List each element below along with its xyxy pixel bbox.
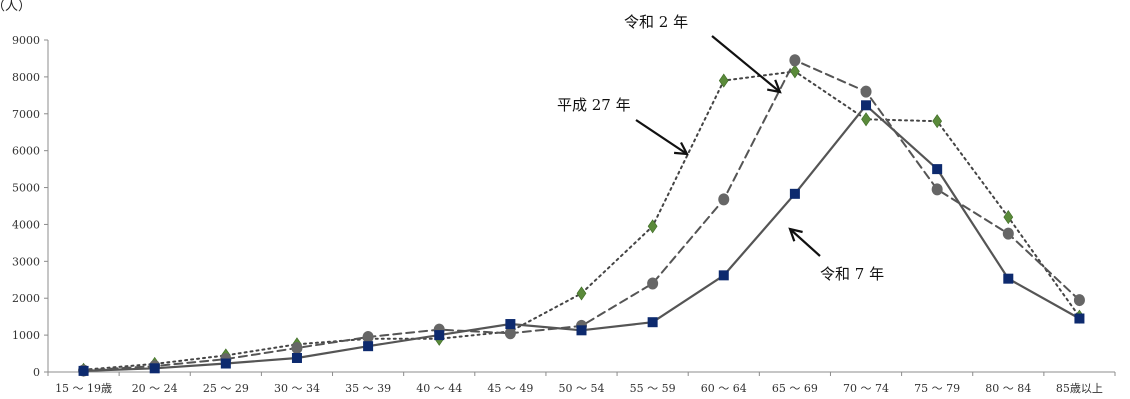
y-tick-label: 7000 — [12, 108, 40, 121]
data-point-circle — [931, 183, 943, 196]
x-tick-label: 35 ～ 39 — [345, 382, 391, 395]
data-point-circle — [362, 330, 374, 343]
unit-label: （人） — [0, 0, 31, 14]
arrow-shaft — [635, 119, 688, 155]
x-tick-label: 85歳以上 — [1056, 382, 1103, 395]
data-point-circle — [789, 54, 801, 67]
x-tick-label: 50 ～ 54 — [559, 382, 605, 395]
x-tick-label: 30 ～ 34 — [274, 382, 320, 395]
data-point-square — [647, 317, 658, 328]
y-tick-label: 3000 — [12, 255, 40, 268]
data-point-square — [78, 365, 89, 376]
series-3 — [78, 100, 1085, 376]
series-label: 平成 27 年 — [557, 96, 631, 114]
data-point-circle — [1002, 227, 1014, 240]
arrow-head — [788, 227, 803, 242]
x-tick-label: 20 ～ 24 — [132, 382, 178, 395]
x-tick-label: 75 ～ 79 — [914, 382, 960, 395]
data-point-circle — [1073, 294, 1085, 307]
y-axis: 0 1000 2000 3000 4000 5000 6000 7000 8000 9000 — [12, 34, 49, 379]
y-tick-label: 6000 — [12, 145, 40, 158]
data-point-diamond — [790, 64, 800, 79]
x-tick-label: 60 ～ 64 — [701, 382, 747, 395]
x-tick-label: 55 ～ 59 — [630, 382, 676, 395]
x-tick-label: 45 ～ 49 — [487, 382, 533, 395]
annotation-3: 令和 7 年 — [788, 227, 884, 283]
x-tick-label: 25 ～ 29 — [203, 382, 249, 395]
y-tick-label: 9000 — [12, 34, 40, 47]
data-point-square — [149, 363, 160, 374]
data-point-square — [291, 352, 302, 363]
series-layer — [78, 54, 1085, 377]
x-axis: 15 ～ 19歳 20 ～ 24 25 ～ 29 30 ～ 34 35 ～ 39 40 ～… — [47, 371, 1116, 395]
data-point-square — [789, 188, 800, 199]
data-point-square — [220, 358, 231, 369]
y-tick-label: 5000 — [12, 182, 40, 195]
annotations-layer: 令和 2 年平成 27 年令和 7 年 — [557, 13, 884, 283]
data-point-square — [1074, 313, 1085, 324]
x-tick-label: 70 ～ 74 — [843, 382, 889, 395]
data-point-diamond — [718, 73, 729, 88]
x-tick-label: 15 ～ 19歳 — [55, 382, 112, 395]
data-point-diamond — [932, 114, 943, 129]
x-tick-label: 65 ～ 69 — [772, 382, 818, 395]
data-point-square — [932, 164, 943, 175]
annotation-1: 令和 2 年 — [624, 13, 782, 94]
data-point-circle — [504, 327, 516, 340]
data-point-circle — [647, 277, 659, 290]
data-point-square — [363, 341, 374, 352]
data-point-circle — [291, 342, 303, 355]
data-point-square — [718, 270, 729, 281]
data-point-square — [1003, 273, 1014, 284]
data-point-diamond — [647, 219, 658, 234]
arrow-shaft — [789, 228, 821, 257]
y-tick-label: 8000 — [12, 71, 40, 84]
data-point-diamond — [861, 112, 871, 127]
arrow-head — [766, 79, 782, 94]
y-tick-label: 2000 — [12, 292, 40, 305]
data-point-square — [434, 330, 445, 341]
x-tick-label: 80 ～ 84 — [985, 382, 1031, 395]
series-label: 令和 2 年 — [624, 13, 688, 31]
arrow-shaft — [711, 35, 781, 93]
y-tick-label: 4000 — [12, 218, 40, 231]
series-label: 令和 7 年 — [820, 265, 884, 283]
data-point-circle — [860, 85, 872, 98]
annotation-2: 平成 27 年 — [557, 96, 689, 156]
arrow-head — [674, 141, 689, 156]
data-point-square — [505, 319, 516, 330]
data-point-diamond — [576, 286, 587, 301]
y-tick-label: 0 — [33, 366, 40, 379]
data-point-circle — [718, 193, 730, 206]
data-point-square — [861, 100, 872, 111]
data-point-diamond — [1003, 210, 1014, 225]
data-point-square — [576, 325, 587, 336]
y-tick-label: 1000 — [12, 329, 40, 342]
x-tick-label: 40 ～ 44 — [416, 382, 462, 395]
